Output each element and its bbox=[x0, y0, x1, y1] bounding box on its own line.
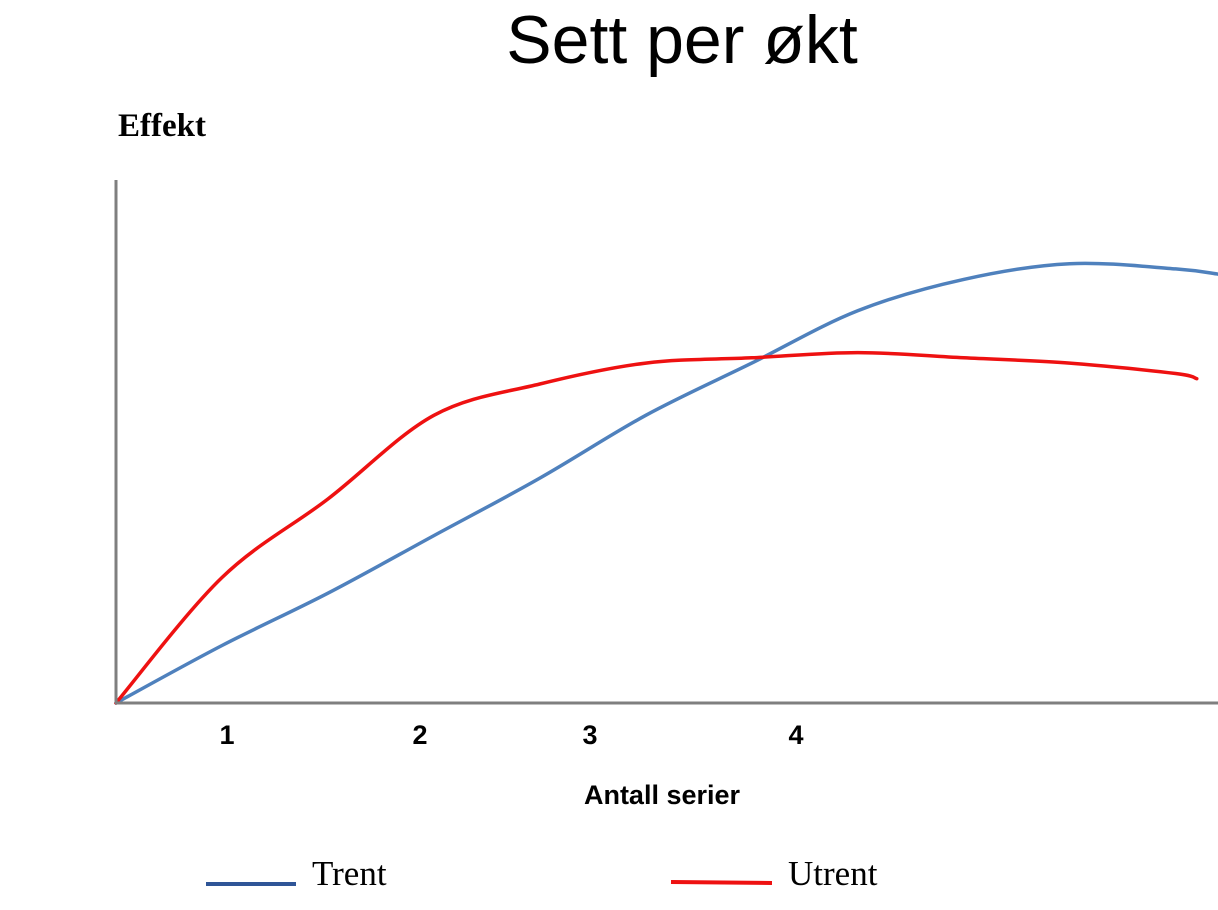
x-tick-label: 1 bbox=[219, 720, 234, 750]
chart-title: Sett per økt bbox=[506, 2, 858, 78]
legend-utrent-label: Utrent bbox=[788, 854, 878, 893]
x-tick-label: 4 bbox=[788, 720, 803, 750]
series-line-utrent bbox=[114, 350, 1199, 705]
x-tick-label: 3 bbox=[582, 720, 597, 750]
series-group bbox=[114, 261, 1218, 705]
x-axis-label: Antall serier bbox=[583, 780, 741, 810]
x-tick-labels: 1 2 3 4 bbox=[219, 720, 803, 750]
series-line-trent bbox=[114, 261, 1218, 705]
x-tick-label: 2 bbox=[412, 720, 427, 750]
legend-trent-label: Trent bbox=[312, 854, 387, 893]
y-axis-label: Effekt bbox=[118, 108, 206, 144]
legend-utrent-swatch bbox=[670, 880, 773, 885]
